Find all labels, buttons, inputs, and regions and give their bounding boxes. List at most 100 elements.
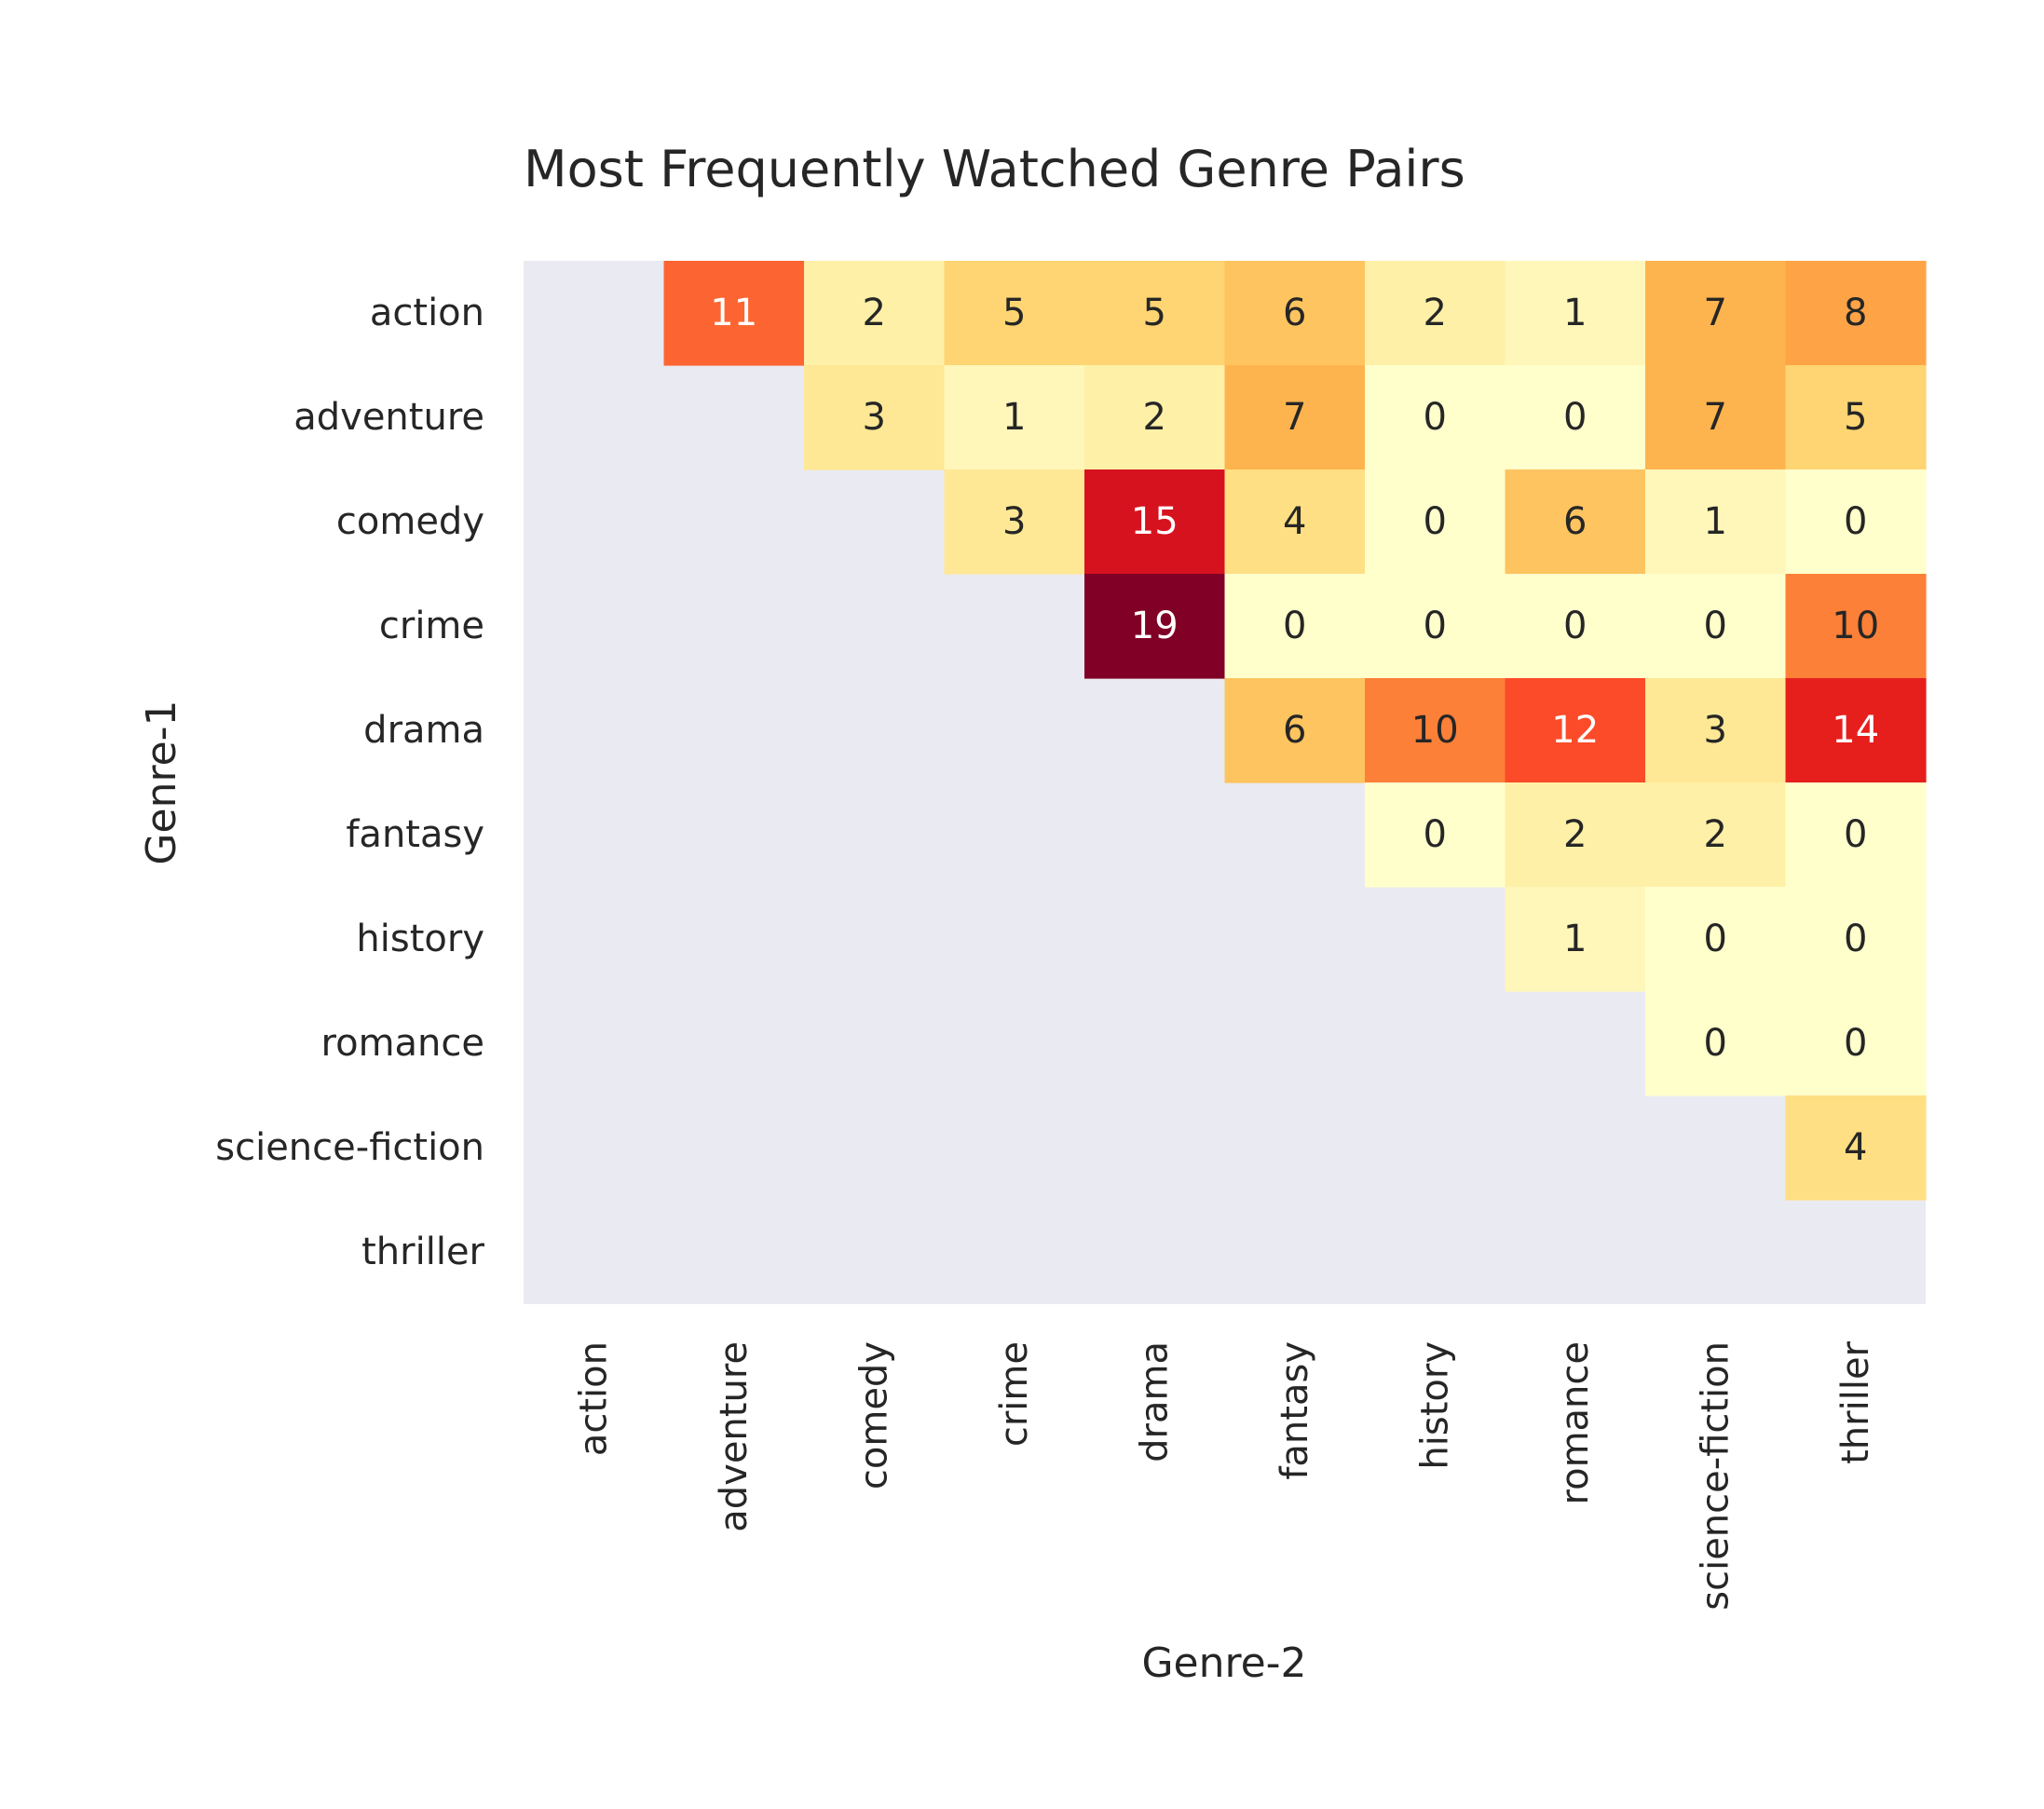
heatmap-cells (663, 261, 1927, 1201)
heatmap-cell (1785, 887, 1927, 992)
heatmap-cell-label: 0 (1424, 813, 1447, 856)
heatmap-cell (1365, 678, 1506, 783)
heatmap-cell (1084, 365, 1226, 470)
heatmap-cell (1645, 887, 1787, 992)
heatmap-cell (1365, 782, 1506, 888)
y-tick-label: science-fiction (215, 1126, 484, 1169)
heatmap-cell-label: 0 (1283, 605, 1306, 647)
heatmap-cell-label: 6 (1283, 709, 1306, 752)
heatmap-cell-label: 11 (710, 292, 757, 334)
heatmap-cell-label: 12 (1551, 709, 1599, 752)
heatmap-cell (1785, 574, 1927, 679)
x-axis-tick-labels: action adventure comedy crime drama fantasy hi… (572, 1340, 1877, 1610)
heatmap-cell (1224, 261, 1366, 366)
heatmap-cell (944, 365, 1085, 470)
heatmap-cell-label: 0 (1704, 1022, 1727, 1065)
heatmap-cell (1785, 1095, 1927, 1201)
heatmap-cell (1084, 574, 1226, 679)
heatmap-cell-label: 1 (1563, 292, 1587, 334)
heatmap-cell (1785, 991, 1927, 1096)
heatmap-cell (1505, 782, 1646, 888)
heatmap-cell (1365, 365, 1506, 470)
heatmap-cell (1645, 574, 1787, 679)
heatmap-cell-label: 6 (1283, 292, 1306, 334)
heatmap-cell-label: 4 (1844, 1126, 1867, 1169)
y-tick-label: fantasy (346, 813, 484, 856)
heatmap-cell (1645, 469, 1787, 575)
x-tick-label: fantasy (1274, 1341, 1316, 1480)
heatmap-cell (804, 365, 946, 470)
heatmap-cell-label: 2 (1143, 396, 1166, 439)
y-axis-tick-labels: action adventure comedy crime drama fantasy hi… (215, 292, 484, 1273)
heatmap-cell (1365, 261, 1506, 366)
heatmap-cell (1785, 782, 1927, 888)
heatmap-cell (663, 261, 805, 366)
heatmap-cell-label: 0 (1563, 605, 1587, 647)
x-tick-label: adventure (713, 1341, 756, 1532)
heatmap-cell-label: 0 (1424, 396, 1447, 439)
heatmap-cell (1505, 678, 1646, 783)
heatmap-cell-label: 7 (1283, 396, 1306, 439)
heatmap-cell-label: 3 (1704, 709, 1727, 752)
heatmap-cell (1505, 574, 1646, 679)
heatmap-cell-label: 5 (1143, 292, 1166, 334)
y-tick-label: crime (379, 605, 484, 647)
heatmap-cell-label: 3 (863, 396, 886, 439)
x-tick-label: science-fiction (1694, 1341, 1737, 1611)
heatmap-cell (1224, 469, 1366, 575)
heatmap-cell-label: 7 (1704, 292, 1727, 334)
heatmap-cell (1785, 678, 1927, 783)
heatmap-cell-label: 5 (1844, 396, 1867, 439)
heatmap-cell-label: 19 (1131, 605, 1179, 647)
heatmap-cell (1645, 365, 1787, 470)
heatmap-cell-label: 4 (1283, 500, 1306, 543)
heatmap-cell-label: 0 (1844, 918, 1867, 960)
x-tick-label: comedy (852, 1341, 895, 1489)
heatmap-cell-label: 0 (1704, 605, 1727, 647)
heatmap-cell-label: 7 (1704, 396, 1727, 439)
y-tick-label: history (356, 918, 484, 960)
heatmap-cell-label: 1 (1002, 396, 1026, 439)
heatmap-cell-label: 10 (1411, 709, 1459, 752)
x-tick-label: history (1413, 1341, 1456, 1470)
x-tick-label: crime (993, 1341, 1036, 1447)
y-tick-label: romance (321, 1022, 484, 1065)
heatmap-cell (1645, 678, 1787, 783)
heatmap-cell (1505, 469, 1646, 575)
heatmap-cell (1785, 261, 1927, 366)
heatmap-cell (1365, 469, 1506, 575)
heatmap-cell (1645, 782, 1787, 888)
heatmap-cell (804, 261, 946, 366)
heatmap-cell-label: 0 (1704, 918, 1727, 960)
heatmap-cell (1645, 261, 1787, 366)
y-tick-label: action (370, 292, 484, 334)
heatmap-cell-label: 0 (1424, 500, 1447, 543)
y-axis-label: Genre-1 (138, 700, 185, 864)
heatmap-cell-label: 0 (1844, 813, 1867, 856)
heatmap-cell-label: 0 (1844, 500, 1867, 543)
x-axis-label: Genre-2 (1141, 1639, 1306, 1687)
heatmap-cell (1645, 991, 1787, 1096)
heatmap-cell (1785, 365, 1927, 470)
chart-title: Most Frequently Watched Genre Pairs (524, 140, 1465, 198)
heatmap-cell-label: 0 (1563, 396, 1587, 439)
heatmap-cell (1224, 574, 1366, 679)
heatmap-cell-label: 1 (1704, 500, 1727, 543)
y-tick-label: comedy (336, 500, 484, 543)
heatmap-cell-label: 0 (1844, 1022, 1867, 1065)
y-tick-label: drama (363, 709, 484, 752)
heatmap-cell (1505, 261, 1646, 366)
heatmap-cell (1505, 365, 1646, 470)
heatmap-cell (1224, 678, 1366, 783)
heatmap-cell (1365, 574, 1506, 679)
heatmap-cell-label: 14 (1832, 709, 1879, 752)
heatmap-cell-label: 2 (1424, 292, 1447, 334)
heatmap-cell-label: 6 (1563, 500, 1587, 543)
heatmap-cell-label: 2 (863, 292, 886, 334)
y-tick-label: adventure (293, 396, 484, 439)
heatmap-cell (944, 261, 1085, 366)
x-tick-label: thriller (1834, 1340, 1877, 1463)
x-tick-label: drama (1133, 1341, 1176, 1462)
heatmap-cell (1505, 887, 1646, 992)
